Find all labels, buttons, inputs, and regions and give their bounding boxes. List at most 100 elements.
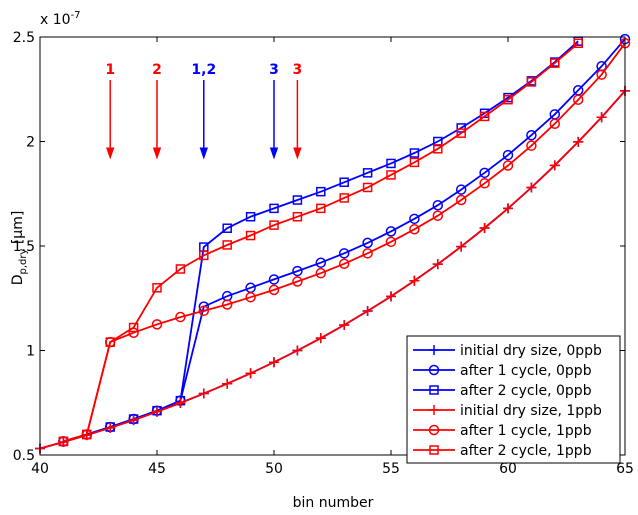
x-tick-label: 55: [382, 461, 400, 477]
data-point: [362, 237, 373, 249]
data-point: [268, 274, 280, 285]
data-point: [222, 223, 232, 233]
y-axis-label: Dp,dry [µm]: [10, 211, 29, 286]
legend-marker: [429, 385, 439, 395]
legend-box: [406, 335, 621, 464]
data-point: [245, 230, 256, 241]
series: [58, 38, 583, 447]
series-line: [39, 90, 626, 450]
data-point: [432, 259, 443, 270]
data-point: [362, 248, 373, 259]
x-tick-label: 50: [265, 461, 283, 477]
data-point: [198, 388, 209, 399]
data-point: [503, 94, 513, 105]
data-point: [362, 305, 373, 316]
data-point: [385, 226, 397, 237]
data-point: [175, 264, 186, 274]
legend-marker: [429, 345, 439, 355]
data-point: [269, 203, 279, 214]
data-point: [152, 283, 162, 293]
data-point: [526, 182, 537, 193]
annotation-label: 2: [152, 62, 162, 78]
annotation-arrowhead: [105, 147, 115, 160]
data-point: [292, 345, 303, 356]
data-point: [526, 77, 537, 87]
data-point: [128, 415, 139, 426]
data-point: [455, 194, 467, 206]
data-point: [292, 276, 303, 287]
data-point: [386, 158, 396, 169]
data-point: [339, 320, 350, 331]
y-tick-label: 2.5: [13, 30, 35, 46]
annotation-arrowhead: [152, 147, 162, 160]
data-point: [128, 322, 139, 333]
y-tick-label: 1: [26, 344, 35, 360]
data-point: [456, 128, 466, 138]
data-point: [362, 168, 373, 178]
series-line: [63, 42, 579, 443]
data-point: [502, 160, 514, 171]
data-point: [292, 211, 303, 222]
data-point: [596, 112, 607, 123]
annotation-label: 1: [105, 62, 115, 78]
data-point: [456, 241, 467, 252]
annotation-layer: 1 2 1,2 3 3: [105, 62, 303, 160]
data-point: [385, 236, 397, 248]
data-point: [175, 397, 186, 408]
annotation-arrowhead: [293, 147, 302, 160]
data-point: [409, 224, 420, 235]
x-tick-label: 45: [148, 461, 166, 477]
data-point: [502, 149, 514, 161]
annotation-label: 3: [269, 62, 279, 78]
data-point: [198, 305, 210, 317]
legend-entry-label: after 2 cycle, 1ppb: [460, 443, 592, 459]
annotation-arrowhead: [269, 147, 279, 160]
data-point: [222, 240, 232, 250]
series-line: [63, 42, 626, 443]
x-tick-label: 40: [31, 461, 49, 477]
data-point: [199, 250, 209, 261]
legend-marker: [429, 445, 439, 455]
data-point: [550, 58, 560, 68]
annotation-label: 3: [293, 62, 303, 78]
data-point: [409, 213, 420, 225]
data-point: [269, 220, 279, 230]
y-exponent-label: x 10-7: [40, 10, 81, 28]
data-point: [338, 248, 350, 259]
data-point: [245, 291, 256, 303]
data-point: [409, 275, 420, 286]
data-point: [455, 184, 467, 195]
legend-entry-label: after 2 cycle, 0ppb: [460, 383, 592, 399]
legend-marker: [428, 364, 440, 376]
data-point: [268, 284, 280, 296]
data-point: [526, 140, 537, 151]
data-point: [315, 267, 327, 279]
data-point: [572, 94, 584, 105]
ticks-layer: 40 45 50 55 60 65 0.5 1 1.5 2 2.5: [13, 30, 634, 477]
data-point: [573, 136, 584, 147]
data-point: [222, 378, 233, 389]
data-point: [338, 258, 350, 270]
data-point: [221, 299, 233, 310]
data-point: [456, 123, 466, 133]
data-point: [479, 167, 490, 179]
x-tick-label: 65: [616, 461, 634, 477]
data-point: [503, 203, 513, 214]
annotation-arrowhead: [199, 147, 209, 160]
data-point: [526, 129, 537, 141]
data-point: [152, 406, 162, 417]
data-point: [292, 195, 303, 205]
data-point: [339, 193, 349, 203]
data-point: [82, 429, 92, 440]
data-point: [386, 170, 396, 180]
data-point: [245, 368, 256, 379]
legend-entry-label: initial dry size, 0ppb: [460, 343, 602, 359]
data-point: [151, 319, 163, 330]
x-axis-label: bin number: [293, 495, 374, 511]
data-point: [409, 148, 420, 158]
data-point: [339, 177, 349, 188]
data-point: [479, 223, 490, 234]
data-point: [479, 111, 490, 122]
y-tick-label: 0.5: [13, 448, 35, 464]
data-point: [105, 337, 115, 347]
